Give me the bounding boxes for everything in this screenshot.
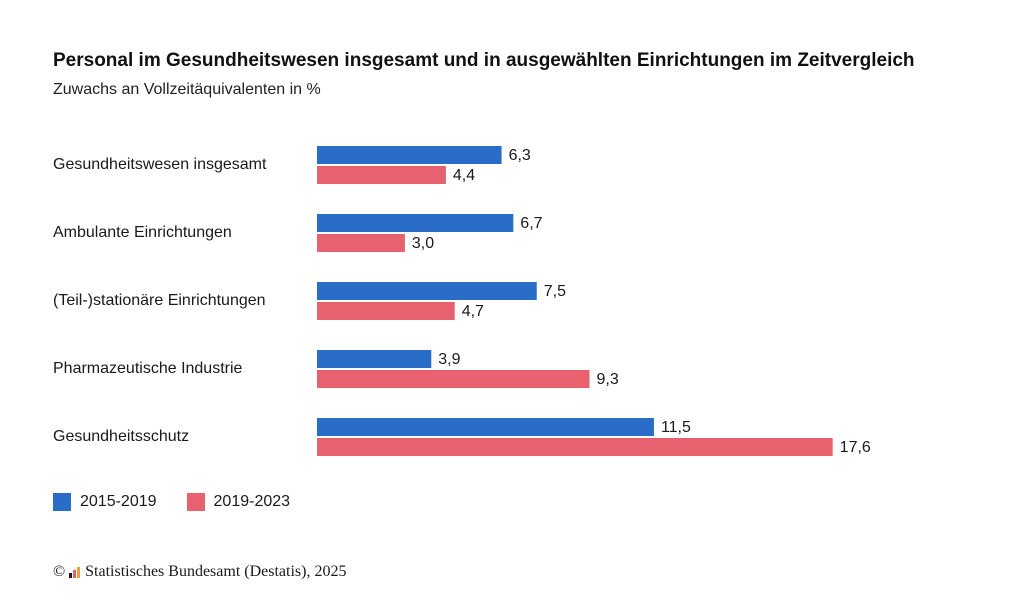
chart-subtitle: Zuwachs an Vollzeitäquivalenten in %: [53, 81, 321, 98]
legend-swatch-series-2: [186, 493, 205, 511]
legend-swatch-series-1: [53, 493, 71, 511]
bar-series-2: [317, 438, 833, 456]
chart-title: Personal im Gesundheitswesen insgesamt u…: [53, 50, 915, 71]
bar-series-2: [317, 234, 405, 252]
bar-value-label: 11,5: [661, 419, 691, 436]
bar-series-1: [317, 282, 537, 300]
legend-item-series-1: 2015-2019: [53, 493, 157, 511]
bar-value-label: 3,0: [412, 235, 434, 252]
source-text: Statistisches Bundesamt (Destatis), 2025: [85, 563, 347, 580]
destatis-logo-icon: [69, 567, 81, 578]
bar-series-1: [317, 350, 432, 368]
legend-item-series-2: 2019-2023: [186, 493, 291, 511]
bar-value-label: 4,4: [453, 167, 475, 184]
legend-label-series-2: 2019-2023: [213, 493, 291, 510]
bar-value-label: 6,3: [509, 147, 531, 164]
copyright-symbol: ©: [53, 563, 66, 580]
bar-value-label: 3,9: [438, 351, 460, 368]
category-label: Gesundheitsschutz: [53, 428, 189, 445]
bar-value-label: 7,5: [544, 283, 566, 300]
bar-value-label: 6,7: [520, 215, 542, 232]
bar-series-2: [317, 370, 590, 388]
category-label: Gesundheitswesen insgesamt: [53, 156, 267, 173]
bar-value-label: 9,3: [596, 371, 618, 388]
chart-legend: 2015-2019 2019-2023: [53, 493, 290, 511]
bar-series-2: [317, 302, 455, 320]
bar-chart: Gesundheitswesen insgesamt 6,3 4,4 Ambulant…: [53, 146, 871, 456]
bar-series-1: [317, 418, 654, 436]
source-note: © Statistisches Bundesamt (Destatis), 20…: [53, 563, 346, 581]
bar-value-label: 4,7: [462, 303, 484, 320]
category-label: (Teil-)stationäre Einrichtungen: [53, 292, 266, 309]
bar-series-1: [317, 214, 514, 232]
bar-value-label: 17,6: [840, 439, 871, 456]
category-label: Pharmazeutische Industrie: [53, 360, 243, 377]
category-label: Ambulante Einrichtungen: [53, 224, 232, 241]
bar-series-1: [317, 146, 502, 164]
bar-series-2: [317, 166, 446, 184]
legend-label-series-1: 2015-2019: [80, 493, 157, 510]
